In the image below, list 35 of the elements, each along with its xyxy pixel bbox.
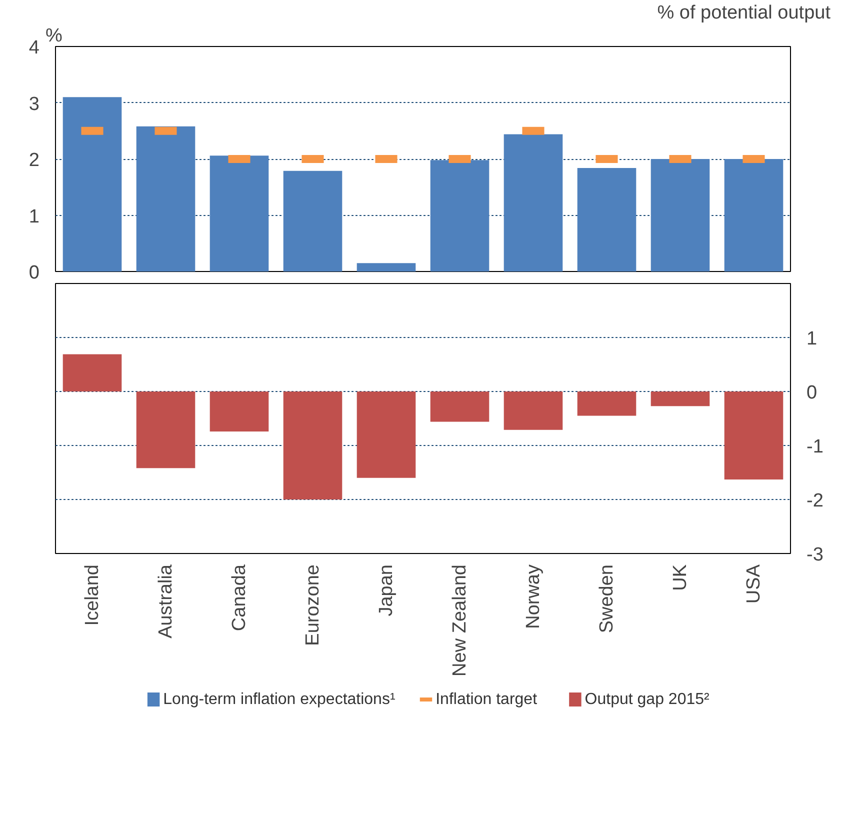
bar bbox=[283, 170, 342, 272]
x-tick-label: New Zealand bbox=[449, 564, 470, 676]
x-tick-label: Japan bbox=[376, 564, 397, 616]
bar bbox=[504, 134, 563, 272]
legend-label: Output gap 2015² bbox=[584, 691, 710, 708]
bar bbox=[136, 126, 196, 272]
bar bbox=[724, 159, 784, 272]
y-tick-label: 0 bbox=[28, 262, 40, 284]
x-tick-label: Norway bbox=[522, 564, 544, 629]
bar bbox=[210, 156, 269, 272]
bar bbox=[430, 160, 490, 272]
x-tick-label: Eurozone bbox=[302, 564, 324, 646]
y2-tick-label: 1 bbox=[806, 328, 818, 350]
bar bbox=[62, 97, 122, 272]
legend-label: Inflation target bbox=[436, 691, 538, 708]
x-tick-label: Sweden bbox=[596, 564, 618, 634]
y2-tick-label: -3 bbox=[806, 544, 824, 566]
y-tick-label: 4 bbox=[28, 38, 40, 58]
y-tick-label: 2 bbox=[28, 150, 40, 171]
y-tick-label: 3 bbox=[28, 94, 40, 115]
bar bbox=[577, 168, 636, 272]
y2-tick-label: 0 bbox=[806, 382, 818, 404]
legend-label: Long-term inflation expectations¹ bbox=[163, 691, 396, 708]
x-tick-label: Canada bbox=[228, 564, 250, 632]
y2-tick-label: -1 bbox=[806, 436, 824, 458]
y2-tick-label: -2 bbox=[806, 490, 824, 512]
y-tick-label: 1 bbox=[28, 206, 40, 228]
x-tick-label: USA bbox=[743, 564, 764, 604]
x-tick-label: UK bbox=[670, 564, 691, 591]
y-axis-title: % bbox=[46, 26, 62, 46]
x-tick-label: Iceland bbox=[82, 564, 103, 626]
x-tick-label: Australia bbox=[155, 564, 176, 638]
bar bbox=[650, 159, 710, 272]
bar bbox=[356, 263, 416, 272]
y2-axis-title: % of potential output bbox=[657, 2, 832, 24]
